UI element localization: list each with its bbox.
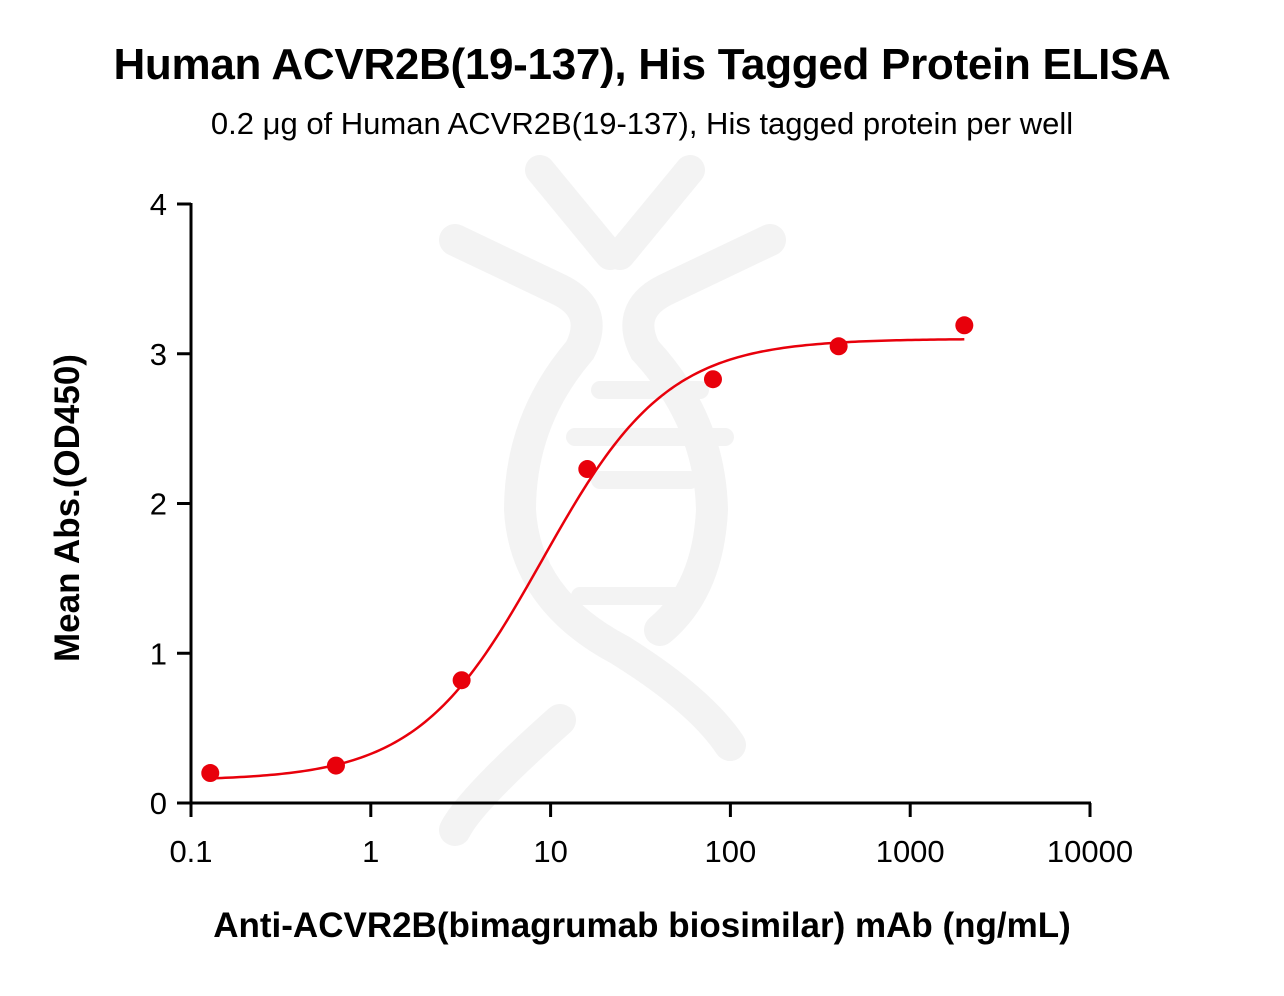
x-ticks: 0.1 1 10 100 1000 10000 <box>169 803 1133 869</box>
data-point <box>578 460 597 479</box>
x-tick-label: 1 <box>362 834 379 869</box>
data-point <box>955 316 974 335</box>
data-point <box>703 370 722 389</box>
data-points <box>201 316 974 783</box>
data-point <box>452 671 471 690</box>
x-tick-label: 10000 <box>1047 834 1133 869</box>
dna-watermark-icon <box>439 155 786 846</box>
data-point <box>326 756 345 775</box>
data-point <box>829 337 848 356</box>
x-tick-label: 10 <box>533 834 567 869</box>
fit-curve <box>210 338 965 780</box>
y-tick-label: 3 <box>150 337 167 372</box>
data-point <box>201 764 220 783</box>
y-ticks: 0 1 2 3 4 <box>150 187 191 821</box>
y-tick-label: 1 <box>150 636 167 671</box>
y-tick-label: 0 <box>150 786 167 821</box>
chart-title: Human ACVR2B(19-137), His Tagged Protein… <box>113 40 1171 89</box>
chart-subtitle: 0.2 μg of Human ACVR2B(19-137), His tagg… <box>210 106 1074 141</box>
y-axis-label: Mean Abs.(OD450) <box>48 354 87 662</box>
y-tick-label: 2 <box>150 487 167 522</box>
y-tick-label: 4 <box>150 187 167 222</box>
x-tick-label: 100 <box>705 834 757 869</box>
x-axis-label: Anti-ACVR2B(bimagrumab biosimilar) mAb (… <box>213 906 1071 945</box>
x-tick-label: 0.1 <box>169 834 212 869</box>
x-tick-label: 1000 <box>876 834 945 869</box>
